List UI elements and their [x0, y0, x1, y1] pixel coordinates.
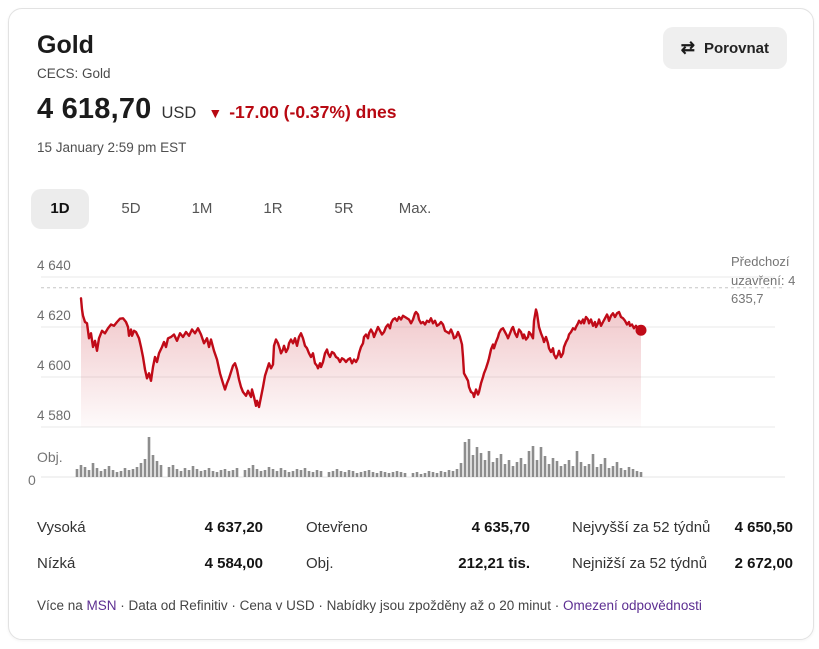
current-price: 4 618,70 [37, 93, 152, 125]
chart-canvas[interactable] [9, 249, 813, 504]
stats-column-1: Vysoká 4 637,20 Nízká 4 584,00 [37, 509, 263, 581]
stats-column-2: Otevřeno 4 635,70 Obj. 212,21 tis. [306, 509, 530, 581]
stat-row: Obj. 212,21 tis. [306, 545, 530, 581]
stat-label: Nízká [37, 554, 76, 572]
footer-text: Více na [37, 598, 87, 613]
price-change: -17.00 (-0.37%) dnes [229, 102, 397, 122]
stat-label: Nejvyšší za 52 týdnů [572, 518, 711, 536]
stat-row: Nejnižší za 52 týdnů 2 672,00 [572, 545, 793, 581]
stat-value: 2 672,00 [734, 554, 793, 572]
compare-button-label: Porovnat [703, 39, 769, 57]
quote-timestamp: 15 January 2:59 pm EST [37, 140, 187, 155]
y-axis-label: 4 600 [37, 358, 71, 373]
stat-row: Nízká 4 584,00 [37, 545, 263, 581]
y-axis-label: 4 640 [37, 258, 71, 273]
stat-value: 4 637,20 [204, 518, 263, 536]
volume-zero-label: 0 [28, 472, 36, 488]
attribution-footer: Více na MSN · Data od Refinitiv · Cena v… [37, 598, 702, 613]
stats-column-3: Nejvyšší za 52 týdnů 4 650,50 Nejnižší za … [572, 509, 793, 581]
footer-link[interactable]: Omezení odpovědnosti [562, 598, 702, 613]
stat-value: 212,21 tis. [458, 554, 530, 572]
stat-label: Obj. [306, 554, 334, 572]
stat-value: 4 650,50 [734, 518, 793, 536]
stat-row: Otevřeno 4 635,70 [306, 509, 530, 545]
instrument-title: Gold [37, 31, 94, 59]
y-axis-label: 4 580 [37, 408, 71, 423]
currency-label: USD [161, 104, 197, 122]
compare-arrows-icon: ⇄ [680, 38, 695, 57]
stat-value: 4 635,70 [471, 518, 530, 536]
footer-text: · Data od Refinitiv · Cena v USD · Nabíd… [116, 598, 563, 613]
stat-row: Vysoká 4 637,20 [37, 509, 263, 545]
tab-5r[interactable]: 5R [315, 189, 373, 229]
range-tabs: 1D 5D 1M 1R 5R Max. [31, 189, 457, 229]
tab-5d[interactable]: 5D [102, 189, 160, 229]
previous-close-value: 4 635,7 [731, 272, 796, 307]
price-down-icon: ▼ [208, 105, 223, 121]
stat-label: Otevřeno [306, 518, 368, 536]
stat-row: Nejvyšší za 52 týdnů 4 650,50 [572, 509, 793, 545]
previous-close-label: Předchozí uzavření: [731, 254, 790, 288]
stat-label: Vysoká [37, 518, 86, 536]
compare-button[interactable]: ⇄ Porovnat [662, 27, 787, 69]
instrument-symbol: CECS: Gold [37, 66, 111, 81]
tab-1r[interactable]: 1R [244, 189, 302, 229]
tab-max[interactable]: Max. [386, 189, 444, 229]
chart-layers [41, 276, 785, 478]
stat-label: Nejnižší za 52 týdnů [572, 554, 708, 572]
y-axis-label: 4 620 [37, 308, 71, 323]
tab-1d[interactable]: 1D [31, 189, 89, 229]
quote-card: Gold CECS: Gold ⇄ Porovnat 4 618,70 USD … [8, 8, 814, 640]
volume-axis-label: Obj. [37, 449, 63, 465]
stat-value: 4 584,00 [204, 554, 263, 572]
price-row: 4 618,70 USD ▼ -17.00 (-0.37%) dnes [37, 93, 397, 126]
tab-1m[interactable]: 1M [173, 189, 231, 229]
footer-link[interactable]: MSN [86, 598, 117, 613]
previous-close-annotation: Předchozí uzavření: 4 635,7 [731, 253, 801, 309]
